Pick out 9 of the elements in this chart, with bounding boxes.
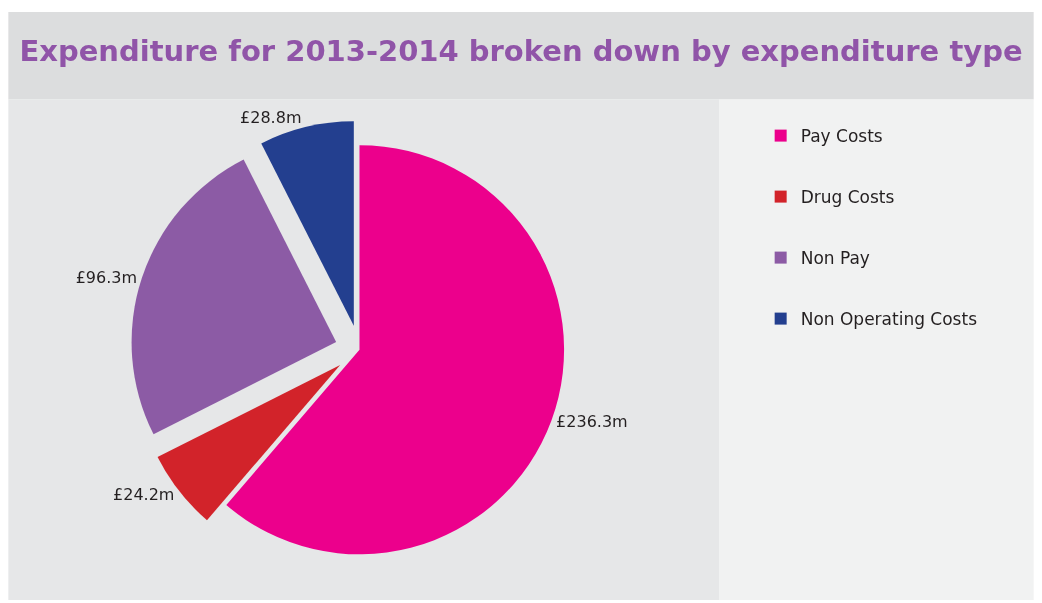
data-label: £236.3m — [556, 412, 628, 432]
legend-label: Pay Costs — [800, 126, 883, 147]
legend-label: Drug Costs — [800, 187, 895, 208]
legend-label: Non Operating Costs — [800, 309, 978, 330]
data-label: £28.8m — [240, 108, 302, 128]
data-label: £96.3m — [75, 267, 138, 287]
data-label: £24.2m — [113, 485, 175, 505]
legend-label: Non Pay — [800, 248, 870, 269]
chart-title: Expenditure for 2013-2014 broken down by expenditure type — [19, 34, 1023, 69]
